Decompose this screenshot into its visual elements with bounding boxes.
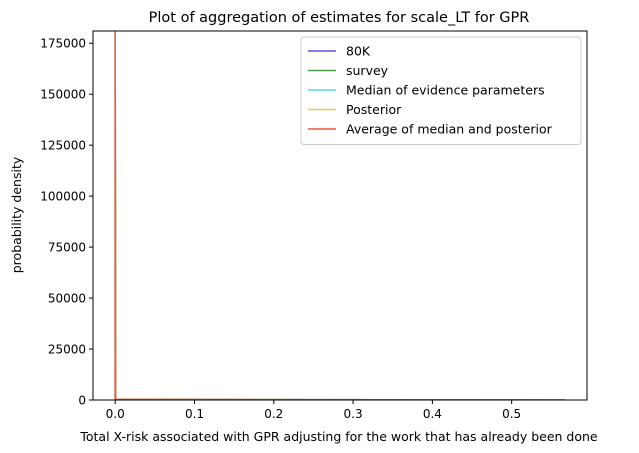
x-axis-label: Total X-risk associated with GPR adjusti… [79, 429, 598, 444]
chart-title: Plot of aggregation of estimates for sca… [149, 10, 530, 26]
y-tick-label: 0 [78, 394, 86, 408]
y-tick-label: 125000 [40, 139, 86, 153]
legend-label: 80K [346, 44, 371, 59]
y-tick-label: 175000 [40, 37, 86, 51]
x-tick-label: 0.3 [344, 407, 363, 421]
plot-frame [92, 30, 588, 401]
y-tick-label: 25000 [48, 343, 86, 357]
legend: 80K survey Median of evidence parameters Po… [300, 36, 582, 145]
x-tick-label: 0.2 [264, 407, 283, 421]
y-tick-label: 50000 [48, 292, 86, 306]
legend-box [300, 36, 582, 145]
y-tick-label: 150000 [40, 88, 86, 102]
y-axis-ticks: 0 25000 50000 75000 100000 125000 150000 175000 [40, 37, 93, 408]
legend-label: Median of evidence parameters [346, 83, 545, 98]
x-tick-label: 0.0 [106, 407, 125, 421]
x-tick-label: 0.5 [502, 407, 521, 421]
x-tick-label: 0.4 [423, 407, 442, 421]
x-tick-label: 0.1 [185, 407, 204, 421]
legend-label: Posterior [346, 102, 402, 117]
y-tick-label: 75000 [48, 241, 86, 255]
y-tick-label: 100000 [40, 190, 86, 204]
y-axis-label: probability density [9, 156, 24, 273]
legend-label: Average of median and posterior [346, 122, 553, 137]
legend-label: survey [346, 63, 389, 78]
x-axis-ticks: 0.0 0.1 0.2 0.3 0.4 0.5 [106, 400, 521, 421]
